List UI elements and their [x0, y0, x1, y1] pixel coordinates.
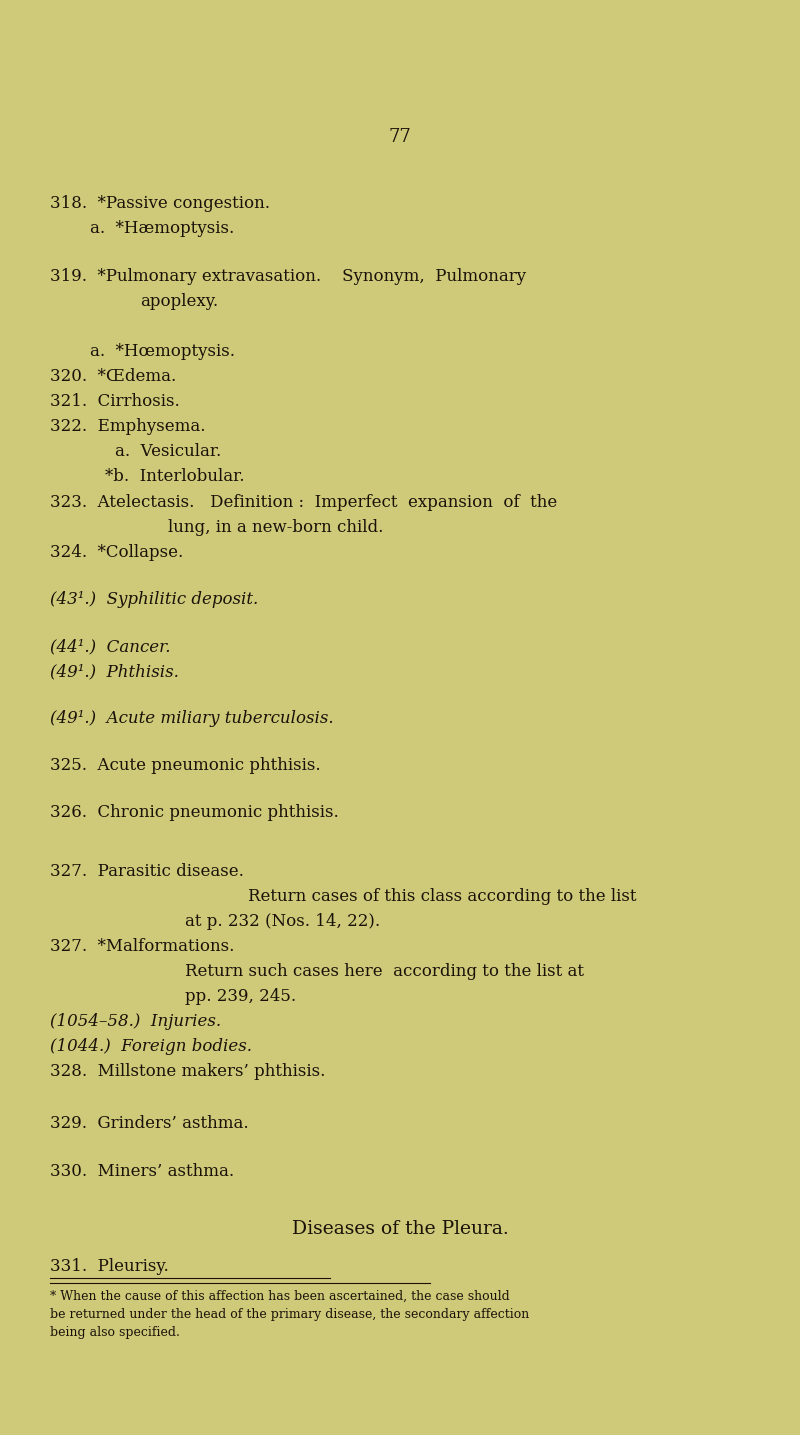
Text: (43¹.)  Syphilitic deposit.: (43¹.) Syphilitic deposit.: [50, 591, 258, 608]
Text: being also specified.: being also specified.: [50, 1326, 180, 1339]
Text: Return cases of this class according to the list: Return cases of this class according to …: [248, 888, 637, 905]
Text: 326.  Chronic pneumonic phthisis.: 326. Chronic pneumonic phthisis.: [50, 804, 338, 821]
Text: Diseases of the Pleura.: Diseases of the Pleura.: [292, 1220, 508, 1238]
Text: 323.  Atelectasis.   Definition :  Imperfect  expansion  of  the: 323. Atelectasis. Definition : Imperfect…: [50, 494, 558, 511]
Text: (49¹.)  Acute miliary tuberculosis.: (49¹.) Acute miliary tuberculosis.: [50, 710, 334, 728]
Text: apoplexy.: apoplexy.: [140, 293, 218, 310]
Text: 322.  Emphysema.: 322. Emphysema.: [50, 418, 206, 435]
Text: 329.  Grinders’ asthma.: 329. Grinders’ asthma.: [50, 1115, 249, 1132]
Text: 325.  Acute pneumonic phthisis.: 325. Acute pneumonic phthisis.: [50, 758, 321, 773]
Text: 328.  Millstone makers’ phthisis.: 328. Millstone makers’ phthisis.: [50, 1063, 326, 1081]
Text: a.  *Hæmoptysis.: a. *Hæmoptysis.: [90, 220, 234, 237]
Text: 319.  *Pulmonary extravasation.    Synonym,  Pulmonary: 319. *Pulmonary extravasation. Synonym, …: [50, 268, 526, 286]
Text: 327.  *Malformations.: 327. *Malformations.: [50, 938, 234, 956]
Text: (49¹.)  Phthisis.: (49¹.) Phthisis.: [50, 663, 179, 680]
Text: 320.  *Œdema.: 320. *Œdema.: [50, 367, 176, 385]
Text: pp. 239, 245.: pp. 239, 245.: [185, 989, 296, 1004]
Text: (1044.)  Foreign bodies.: (1044.) Foreign bodies.: [50, 1038, 252, 1055]
Text: * When the cause of this affection has been ascertained, the case should: * When the cause of this affection has b…: [50, 1290, 510, 1303]
Text: 330.  Miners’ asthma.: 330. Miners’ asthma.: [50, 1162, 234, 1180]
Text: a.  *Hœmoptysis.: a. *Hœmoptysis.: [90, 343, 235, 360]
Text: 327.  Parasitic disease.: 327. Parasitic disease.: [50, 862, 244, 880]
Text: 324.  *Collapse.: 324. *Collapse.: [50, 544, 183, 561]
Text: lung, in a new-born child.: lung, in a new-born child.: [168, 519, 383, 537]
Text: (1054–58.)  Injuries.: (1054–58.) Injuries.: [50, 1013, 221, 1030]
Text: 321.  Cirrhosis.: 321. Cirrhosis.: [50, 393, 180, 410]
Text: Return such cases here  according to the list at: Return such cases here according to the …: [185, 963, 584, 980]
Text: (44¹.)  Cancer.: (44¹.) Cancer.: [50, 639, 170, 654]
Text: a.  Vesicular.: a. Vesicular.: [115, 443, 222, 461]
Text: at p. 232 (Nos. 14, 22).: at p. 232 (Nos. 14, 22).: [185, 913, 380, 930]
Text: be returned under the head of the primary disease, the secondary affection: be returned under the head of the primar…: [50, 1307, 530, 1322]
Text: 331.  Pleurisy.: 331. Pleurisy.: [50, 1258, 169, 1276]
Text: *b.  Interlobular.: *b. Interlobular.: [105, 468, 245, 485]
Text: 318.  *Passive congestion.: 318. *Passive congestion.: [50, 195, 270, 212]
Text: 77: 77: [389, 128, 411, 146]
